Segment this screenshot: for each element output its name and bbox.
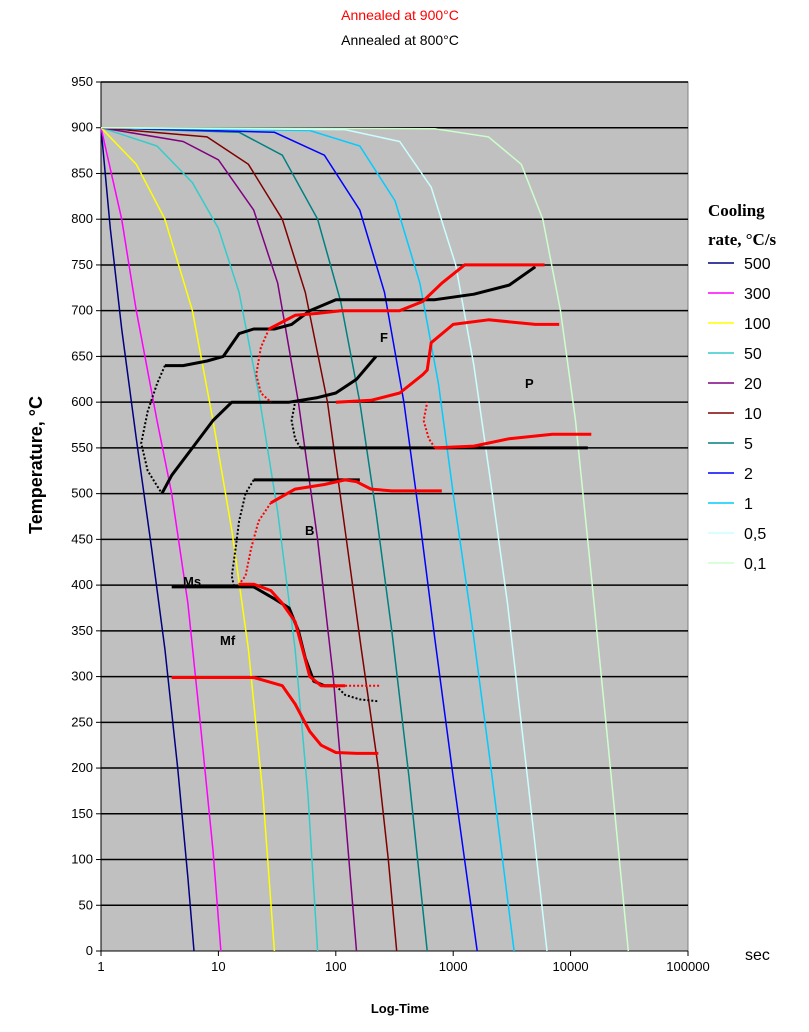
- y-tick-label: 150: [71, 806, 93, 821]
- y-axis-label: Temperature, °C: [26, 396, 46, 534]
- x-tick-label: 10000: [553, 959, 589, 974]
- y-tick-label: 200: [71, 760, 93, 775]
- legend-entry: 2: [744, 466, 753, 483]
- legend-entry: 500: [744, 256, 771, 273]
- x-tick-label: 100000: [666, 959, 709, 974]
- x-tick-label: 1: [97, 959, 104, 974]
- y-tick-label: 850: [71, 165, 93, 180]
- x-axis-unit: sec: [745, 947, 770, 964]
- y-tick-label: 950: [71, 74, 93, 89]
- y-tick-label: 50: [79, 897, 93, 912]
- title-annealed-800: Annealed at 800°C: [341, 32, 459, 48]
- legend-title-line2: rate, °C/s: [708, 230, 777, 249]
- y-tick-label: 0: [86, 943, 93, 958]
- legend-entry: 50: [744, 346, 762, 363]
- y-tick-label: 250: [71, 714, 93, 729]
- region-label-b: B: [305, 523, 314, 538]
- legend-entry: 0,1: [744, 556, 766, 573]
- region-label-f: F: [380, 330, 388, 345]
- legend-entry: 1: [744, 496, 753, 513]
- y-tick-label: 750: [71, 257, 93, 272]
- x-axis-ticks: 1 10 100 1000 10000 100000: [97, 951, 709, 974]
- legend-entry: 5: [744, 436, 753, 453]
- legend-entry: 10: [744, 406, 762, 423]
- legend-entry: 100: [744, 316, 771, 333]
- plot-area: [101, 82, 688, 951]
- y-tick-label: 900: [71, 120, 93, 135]
- y-tick-label: 700: [71, 303, 93, 318]
- region-label-p: P: [525, 376, 534, 391]
- y-tick-label: 500: [71, 486, 93, 501]
- y-tick-label: 800: [71, 211, 93, 226]
- region-label-mf: Mf: [220, 633, 236, 648]
- x-tick-label: 100: [325, 959, 347, 974]
- y-tick-label: 550: [71, 440, 93, 455]
- y-tick-label: 100: [71, 852, 93, 867]
- y-tick-label: 400: [71, 577, 93, 592]
- x-tick-label: 10: [211, 959, 225, 974]
- y-tick-label: 450: [71, 531, 93, 546]
- y-tick-label: 350: [71, 623, 93, 638]
- legend-entry: 300: [744, 286, 771, 303]
- region-label-ms: Ms: [183, 574, 201, 589]
- legend-title-line1: Cooling: [708, 201, 765, 220]
- x-tick-label: 1000: [439, 959, 468, 974]
- legend-entry: 0,5: [744, 526, 766, 543]
- legend: 500 300 100 50 20 10 5 2 1 0,5 0,1: [708, 256, 771, 573]
- y-tick-label: 300: [71, 669, 93, 684]
- legend-entry: 20: [744, 376, 762, 393]
- title-annealed-900: Annealed at 900°C: [341, 7, 459, 23]
- y-tick-label: 600: [71, 394, 93, 409]
- y-tick-label: 650: [71, 348, 93, 363]
- x-axis-label: Log-Time: [371, 1001, 429, 1016]
